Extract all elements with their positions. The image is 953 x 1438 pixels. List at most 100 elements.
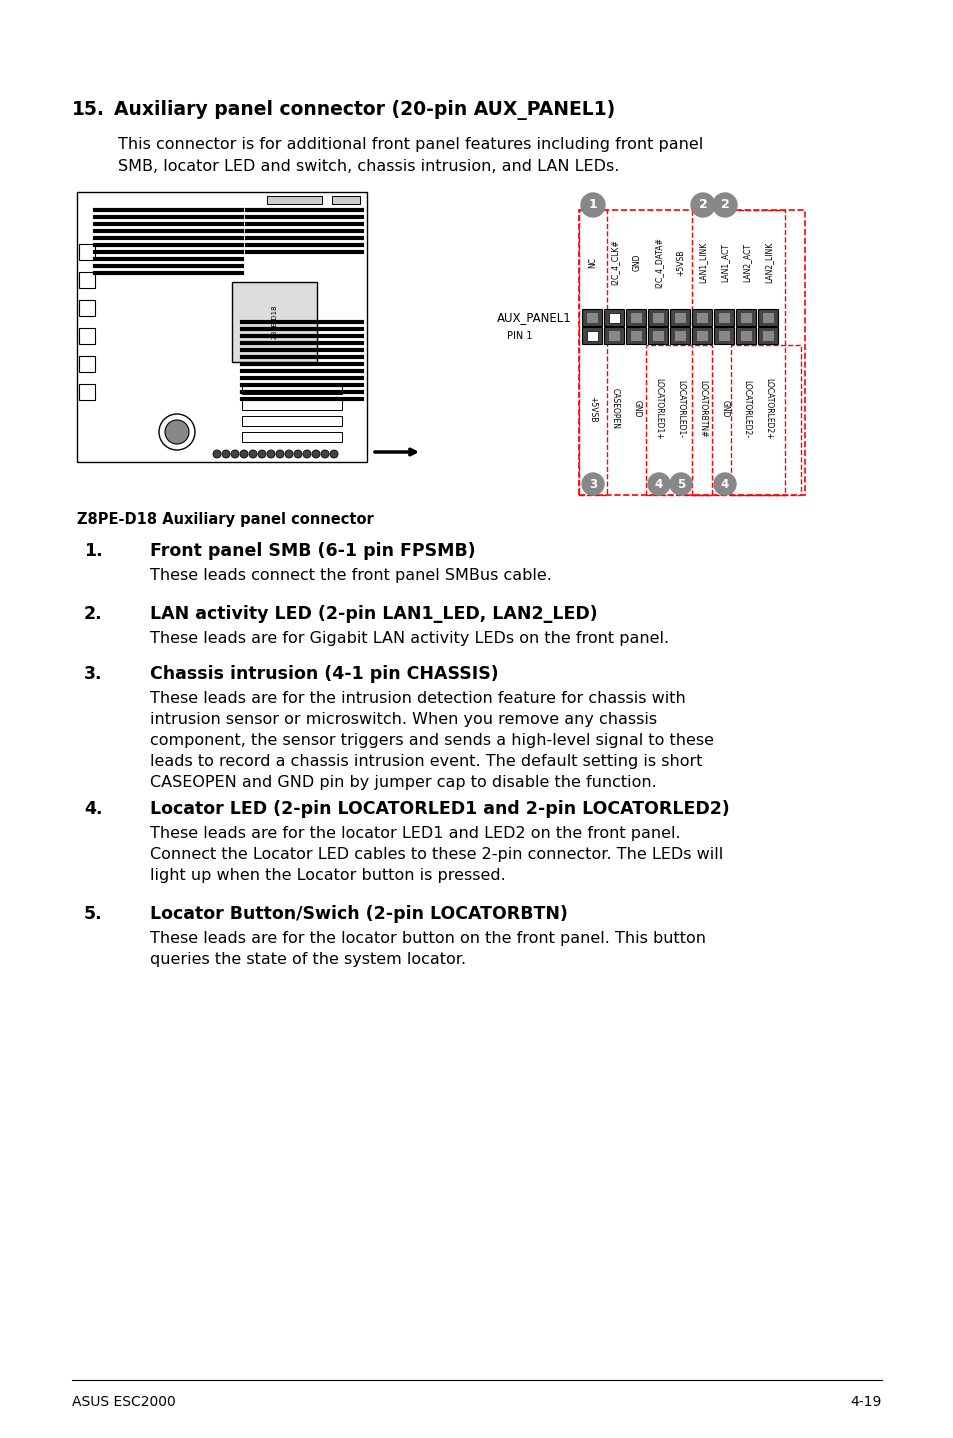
Text: 4.: 4.: [84, 800, 102, 818]
Bar: [630, 313, 641, 324]
Text: LAN1_LINK: LAN1_LINK: [698, 242, 707, 283]
Circle shape: [275, 450, 284, 457]
Text: Front panel SMB (6-1 pin FPSMB): Front panel SMB (6-1 pin FPSMB): [150, 542, 476, 559]
Text: 2.: 2.: [84, 605, 103, 623]
Text: intrusion sensor or microswitch. When you remove any chassis: intrusion sensor or microswitch. When yo…: [150, 712, 657, 728]
Text: +5VSB: +5VSB: [588, 395, 597, 423]
Text: 1: 1: [588, 198, 597, 211]
Text: AUX_PANEL1: AUX_PANEL1: [497, 312, 571, 325]
Text: LOCATORLED1-: LOCATORLED1-: [676, 380, 685, 439]
Text: Z8PE-D18 Auxiliary panel connector: Z8PE-D18 Auxiliary panel connector: [77, 512, 374, 526]
Text: This connector is for additional front panel features including front panel: This connector is for additional front p…: [118, 137, 702, 152]
Text: PIN 1: PIN 1: [506, 331, 532, 341]
Text: 4-19: 4-19: [850, 1395, 882, 1409]
Circle shape: [267, 450, 274, 457]
Bar: [691, 210, 784, 495]
Circle shape: [312, 450, 319, 457]
Text: CASEOPEN and GND pin by jumper cap to disable the function.: CASEOPEN and GND pin by jumper cap to di…: [150, 775, 656, 789]
Text: SMB, locator LED and switch, chassis intrusion, and LAN LEDs.: SMB, locator LED and switch, chassis int…: [118, 160, 618, 174]
Bar: [697, 331, 707, 341]
Bar: [740, 313, 751, 324]
Circle shape: [231, 450, 239, 457]
Bar: [586, 313, 598, 324]
Bar: [77, 193, 367, 462]
Circle shape: [690, 193, 714, 217]
FancyBboxPatch shape: [626, 328, 646, 345]
Text: LAN2_LINK: LAN2_LINK: [763, 242, 773, 283]
Text: 2: 2: [698, 198, 706, 211]
Bar: [762, 313, 773, 324]
Bar: [232, 282, 316, 362]
Circle shape: [240, 450, 248, 457]
Text: LOCATORBTN#: LOCATORBTN#: [698, 380, 707, 437]
Text: These leads are for Gigabit LAN activity LEDs on the front panel.: These leads are for Gigabit LAN activity…: [150, 631, 668, 646]
Bar: [740, 331, 751, 341]
Bar: [79, 244, 95, 260]
FancyBboxPatch shape: [626, 309, 646, 326]
FancyBboxPatch shape: [758, 309, 778, 326]
Bar: [719, 313, 729, 324]
FancyBboxPatch shape: [736, 328, 756, 345]
Text: 5.: 5.: [84, 905, 103, 923]
Bar: [586, 331, 598, 341]
Circle shape: [159, 414, 194, 450]
FancyBboxPatch shape: [582, 328, 602, 345]
Text: Locator Button/Swich (2-pin LOCATORBTN): Locator Button/Swich (2-pin LOCATORBTN): [150, 905, 567, 923]
Circle shape: [330, 450, 337, 457]
Bar: [79, 357, 95, 372]
Circle shape: [213, 450, 221, 457]
Bar: [79, 301, 95, 316]
Bar: [79, 328, 95, 344]
Text: leads to record a chassis intrusion event. The default setting is short: leads to record a chassis intrusion even…: [150, 754, 701, 769]
Bar: [79, 272, 95, 288]
Bar: [578, 210, 804, 495]
Bar: [242, 431, 341, 441]
Bar: [608, 331, 619, 341]
Bar: [652, 331, 663, 341]
Bar: [242, 384, 341, 394]
Circle shape: [647, 473, 669, 495]
Text: +5VSB: +5VSB: [676, 249, 685, 276]
Text: I2C_4_DATA#: I2C_4_DATA#: [654, 237, 662, 288]
FancyBboxPatch shape: [648, 328, 668, 345]
Text: These leads are for the locator button on the front panel. This button: These leads are for the locator button o…: [150, 930, 705, 946]
FancyBboxPatch shape: [670, 309, 690, 326]
Text: GND: GND: [632, 253, 640, 272]
Text: 4: 4: [654, 477, 662, 490]
FancyBboxPatch shape: [714, 309, 734, 326]
Text: 1.: 1.: [84, 542, 103, 559]
Bar: [645, 345, 711, 495]
Bar: [762, 331, 773, 341]
Circle shape: [249, 450, 256, 457]
FancyBboxPatch shape: [670, 328, 690, 345]
Bar: [675, 331, 685, 341]
Text: LAN2_ACT: LAN2_ACT: [741, 243, 751, 282]
Text: 2: 2: [720, 198, 729, 211]
Bar: [608, 313, 619, 324]
Circle shape: [165, 420, 189, 444]
Bar: [79, 384, 95, 400]
Bar: [332, 196, 359, 204]
Circle shape: [294, 450, 302, 457]
Circle shape: [713, 473, 735, 495]
Circle shape: [285, 450, 293, 457]
Text: NC: NC: [588, 257, 597, 267]
Bar: [652, 313, 663, 324]
Text: I2C_4_CLK#: I2C_4_CLK#: [610, 240, 618, 285]
Bar: [242, 400, 341, 410]
Bar: [719, 331, 729, 341]
Circle shape: [669, 473, 691, 495]
Text: LOCATORLED2+: LOCATORLED2+: [763, 378, 773, 440]
Text: GND: GND: [720, 400, 729, 418]
Text: component, the sensor triggers and sends a high-level signal to these: component, the sensor triggers and sends…: [150, 733, 713, 748]
FancyBboxPatch shape: [714, 328, 734, 345]
Text: 3.: 3.: [84, 664, 102, 683]
Circle shape: [320, 450, 329, 457]
FancyBboxPatch shape: [582, 309, 602, 326]
Text: 3: 3: [588, 477, 597, 490]
Text: LAN activity LED (2-pin LAN1_LED, LAN2_LED): LAN activity LED (2-pin LAN1_LED, LAN2_L…: [150, 605, 597, 623]
Text: GND: GND: [632, 400, 640, 418]
Text: 5: 5: [677, 477, 684, 490]
FancyBboxPatch shape: [604, 328, 624, 345]
Text: Chassis intrusion (4-1 pin CHASSIS): Chassis intrusion (4-1 pin CHASSIS): [150, 664, 498, 683]
